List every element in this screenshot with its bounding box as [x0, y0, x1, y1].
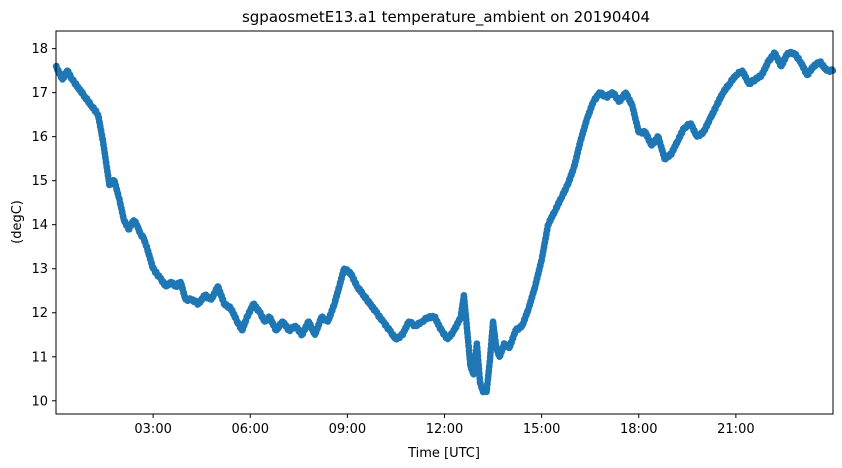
x-axis-label: Time [UTC]: [407, 446, 480, 461]
x-tick-label: 06:00: [232, 422, 269, 437]
x-tick-label: 09:00: [329, 422, 366, 437]
y-tick-label: 17: [31, 86, 48, 101]
y-axis-label: (degC): [10, 200, 25, 244]
x-tick-label: 21:00: [717, 422, 754, 437]
y-tick-label: 15: [31, 174, 48, 189]
y-tick-label: 13: [31, 262, 48, 277]
y-tick-label: 14: [31, 218, 48, 233]
y-tick-label: 11: [31, 350, 48, 365]
y-tick-label: 16: [31, 130, 48, 145]
x-tick-label: 15:00: [523, 422, 560, 437]
y-tick-label: 10: [31, 394, 48, 409]
scatter-markers: [52, 48, 837, 396]
y-tick-label: 12: [31, 306, 48, 321]
x-axis-ticks: 03:00 06:00 09:00 12:00 15:00 18:00 21:00: [134, 414, 755, 437]
plot-area: [56, 31, 833, 414]
x-tick-label: 03:00: [134, 422, 171, 437]
y-axis-ticks: 10 11 12 13 14 15 16 17 18: [31, 42, 56, 409]
x-tick-label: 12:00: [426, 422, 463, 437]
x-tick-label: 18:00: [620, 422, 657, 437]
y-tick-label: 18: [31, 42, 48, 57]
chart-title: sgpaosmetE13.a1 temperature_ambient on 2…: [242, 8, 650, 27]
